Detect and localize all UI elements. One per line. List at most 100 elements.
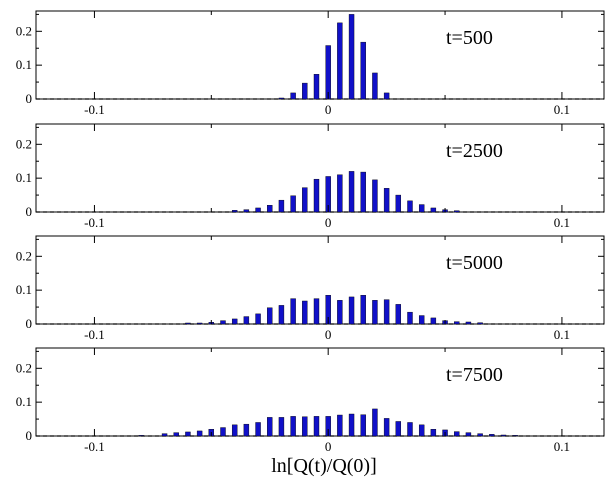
x-tick-label: 0: [325, 102, 332, 117]
bar: [173, 432, 179, 437]
bar: [290, 416, 296, 437]
x-axis-title: ln[Q(t)/Q(0)]: [271, 455, 377, 477]
bar: [220, 427, 226, 437]
bar: [500, 434, 507, 437]
bar: [454, 431, 460, 437]
bar: [372, 408, 378, 437]
y-tick-label: 0: [26, 91, 33, 106]
bar: [302, 300, 308, 325]
panel-label: t=2500: [446, 140, 503, 162]
bar: [313, 74, 320, 100]
bar: [337, 414, 343, 437]
bar: [407, 311, 413, 325]
x-tick-label: 0.1: [554, 102, 570, 117]
bar: [313, 178, 320, 213]
bar: [360, 41, 366, 100]
bar: [290, 92, 296, 100]
bar: [267, 307, 273, 325]
x-tick-label: 0.1: [554, 439, 570, 454]
bar: [407, 200, 413, 213]
bar: [418, 315, 425, 325]
bar: [489, 434, 495, 437]
bar: [454, 321, 460, 325]
bar: [302, 416, 308, 437]
x-tick-label: 0: [325, 215, 332, 230]
bar: [337, 300, 343, 325]
y-tick-label: 0.1: [16, 170, 32, 185]
y-tick-label: 0.1: [16, 394, 32, 409]
bar: [313, 298, 320, 325]
bar: [302, 187, 308, 213]
bar: [255, 207, 261, 213]
bar: [372, 72, 378, 100]
x-tick-label: 0.1: [554, 327, 570, 342]
bar: [196, 322, 203, 325]
panel-frame: [35, 347, 605, 437]
bar: [337, 174, 343, 213]
y-tick-label: 0: [26, 428, 33, 443]
y-tick-label: 0.1: [16, 57, 32, 72]
x-tick-label: -0.1: [84, 215, 105, 230]
bar: [383, 188, 390, 213]
bar: [290, 195, 296, 213]
bar: [395, 421, 402, 437]
bar: [278, 417, 285, 437]
bar: [196, 430, 203, 437]
y-tick-label: 0.1: [16, 282, 32, 297]
x-tick-label: 0: [325, 327, 332, 342]
panel-frame: [35, 235, 605, 325]
y-tick-label: 0: [26, 316, 33, 331]
bar: [185, 431, 191, 437]
bar: [185, 322, 191, 325]
bar: [430, 317, 437, 325]
bar: [243, 209, 250, 213]
bar: [243, 423, 250, 437]
panel-frame: [35, 10, 605, 100]
bar: [278, 305, 285, 325]
panel-label: t=7500: [446, 364, 503, 386]
bar: [383, 92, 390, 100]
bar: [231, 318, 238, 325]
bar: [290, 298, 296, 325]
bar: [161, 433, 168, 437]
y-tick-label: 0: [26, 204, 33, 219]
bar: [360, 171, 366, 213]
x-tick-label: -0.1: [84, 327, 105, 342]
bar: [395, 194, 402, 213]
panel-frame: [35, 123, 605, 213]
bar: [395, 304, 402, 325]
bar: [231, 424, 238, 437]
bar: [278, 97, 285, 100]
bar: [348, 171, 355, 213]
bar: [512, 435, 518, 437]
bar: [302, 82, 308, 100]
y-tick-label: 0.2: [16, 248, 32, 263]
bar: [243, 316, 250, 325]
bar: [360, 414, 366, 437]
bar: [348, 14, 355, 100]
y-tick-label: 0.2: [16, 23, 32, 38]
panel-label: t=5000: [446, 252, 503, 274]
bar: [465, 432, 472, 437]
bar: [360, 295, 366, 325]
bar: [430, 207, 437, 213]
bar: [325, 45, 331, 100]
y-tick-label: 0.2: [16, 136, 32, 151]
bar: [231, 210, 238, 213]
bar: [383, 299, 390, 325]
bar: [348, 413, 355, 437]
bar: [430, 429, 437, 437]
panel-label: t=500: [446, 27, 493, 49]
bar: [383, 418, 390, 437]
bar: [372, 300, 378, 325]
bar: [313, 416, 320, 437]
bar: [138, 435, 144, 437]
bar: [454, 210, 460, 213]
bar: [255, 313, 261, 325]
bar: [372, 179, 378, 213]
x-tick-label: -0.1: [84, 439, 105, 454]
bar: [267, 205, 273, 213]
bar: [255, 422, 261, 437]
x-tick-label: -0.1: [84, 102, 105, 117]
